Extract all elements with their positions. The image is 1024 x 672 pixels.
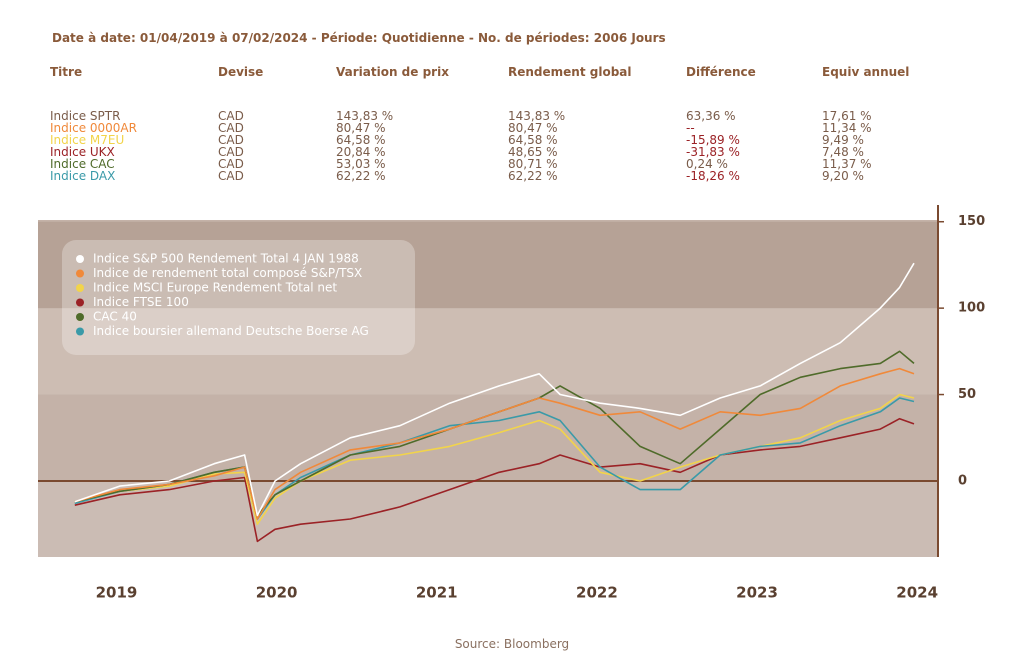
table-cell: 7,48 %	[822, 145, 864, 159]
table-cell: 0,24 %	[686, 157, 728, 171]
legend-label: CAC 40	[93, 310, 137, 324]
column-header: Variation de prix	[336, 65, 449, 79]
table-cell: CAD	[218, 169, 244, 183]
legend-swatch	[76, 313, 84, 321]
column-header: Equiv annuel	[822, 65, 910, 79]
table-cell: 9,20 %	[822, 169, 864, 183]
header: Date à date: 01/04/2019 à 07/02/2024 - P…	[52, 31, 666, 45]
x-tick-label: 2022	[576, 584, 618, 602]
table-cell: -18,26 %	[686, 169, 740, 183]
table-cell: CAD	[218, 121, 244, 135]
table-cell: 80,47 %	[336, 121, 386, 135]
band	[38, 221, 938, 309]
table-cell: 143,83 %	[508, 109, 566, 123]
table-cell: 11,37 %	[822, 157, 872, 171]
series-line	[74, 262, 915, 517]
table-cell: Indice M7EU	[50, 133, 125, 147]
table-cell: 62,22 %	[508, 169, 558, 183]
column-header: Titre	[50, 65, 83, 79]
table-cell: 20,84 %	[336, 145, 386, 159]
legend-label: Indice boursier allemand Deutsche Boerse…	[93, 324, 369, 338]
table-cell: 17,61 %	[822, 109, 872, 123]
table-cell: 64,58 %	[508, 133, 558, 147]
legend-swatch	[76, 255, 84, 263]
table-row: Indice DAX CAD 62,22 % 62,22 % -18,26 % 9,20 …	[50, 170, 922, 182]
table-cell: 11,34 %	[822, 121, 872, 135]
series-line	[74, 393, 915, 525]
table-cell: -31,83 %	[686, 145, 740, 159]
table-cell: Indice SPTR	[50, 109, 121, 123]
table-row: Indice UKX CAD 20,84 % 48,65 % -31,83 % 7,48 …	[50, 146, 922, 158]
table-cell: CAD	[218, 157, 244, 171]
summary-table: Titre Devise Variation de prix Rendement gl…	[50, 66, 922, 182]
y-tick-label: 50	[958, 387, 976, 402]
table-cell: --	[686, 121, 695, 135]
table-cell: -15,89 %	[686, 133, 740, 147]
column-header: Différence	[686, 65, 756, 79]
legend-box	[62, 240, 415, 355]
table-cell: CAD	[218, 133, 244, 147]
table-row: Indice 0000AR CAD 80,47 % 80,47 % -- 11,34 %	[50, 122, 922, 134]
table-cell: Indice UKX	[50, 145, 115, 159]
lower-band	[38, 480, 938, 557]
legend-label: Indice S&P 500 Rendement Total 4 JAN 198…	[93, 252, 359, 266]
legend-label: Indice de rendement total composé S&P/TS…	[93, 266, 362, 280]
x-tick-label: 2019	[96, 584, 138, 602]
table-row: Indice SPTR CAD 143,83 % 143,83 % 63,36 % 17,…	[50, 110, 922, 122]
legend-swatch	[76, 269, 84, 278]
table-row: Indice M7EU CAD 64,58 % 64,58 % -15,89 % 9,49…	[50, 134, 922, 146]
table-cell: CAD	[218, 145, 244, 159]
table-row: Indice CAC CAD 53,03 % 80,71 % 0,24 % 11,37 %	[50, 158, 922, 170]
legend-swatch	[76, 284, 84, 292]
band	[38, 308, 938, 395]
legend-label: Indice MSCI Europe Rendement Total net	[93, 281, 337, 295]
legend-swatch	[76, 327, 84, 336]
table-cell: 53,03 %	[336, 157, 386, 171]
table-cell: CAD	[218, 109, 244, 123]
chart: 0 50 100 150 2019 2020 2021 2022 2023 2024 Indice …	[38, 205, 985, 602]
column-header: Rendement global	[508, 65, 632, 79]
table-cell: 80,71 %	[508, 157, 558, 171]
table-cell: 9,49 %	[822, 133, 864, 147]
series-line	[74, 417, 915, 543]
x-tick-label: 2024	[896, 584, 938, 602]
legend-swatch	[76, 298, 84, 307]
y-tick-label: 150	[958, 214, 985, 229]
table-cell: 63,36 %	[686, 109, 736, 123]
x-tick-label: 2020	[256, 584, 298, 602]
x-tick-label: 2021	[416, 584, 458, 602]
table-cell: 80,47 %	[508, 121, 558, 135]
series-line	[74, 367, 915, 520]
table-cell: Indice CAC	[50, 157, 115, 171]
column-header: Devise	[218, 65, 264, 79]
y-tick-label: 100	[958, 301, 985, 316]
source: Source: Bloomberg	[454, 637, 570, 651]
table-cell: 64,58 %	[336, 133, 386, 147]
table-cell: 48,65 %	[508, 145, 558, 159]
table-cell: Indice 0000AR	[50, 121, 137, 135]
y-tick-label: 0	[958, 473, 967, 488]
header-row: Titre Devise Variation de prix Rendement gl…	[50, 66, 922, 110]
x-tick-label: 2023	[736, 584, 778, 602]
table-cell: Indice DAX	[50, 169, 116, 183]
table-cell: 62,22 %	[336, 169, 386, 183]
table-cell: 143,83 %	[336, 109, 394, 123]
legend-label: Indice FTSE 100	[93, 295, 189, 309]
